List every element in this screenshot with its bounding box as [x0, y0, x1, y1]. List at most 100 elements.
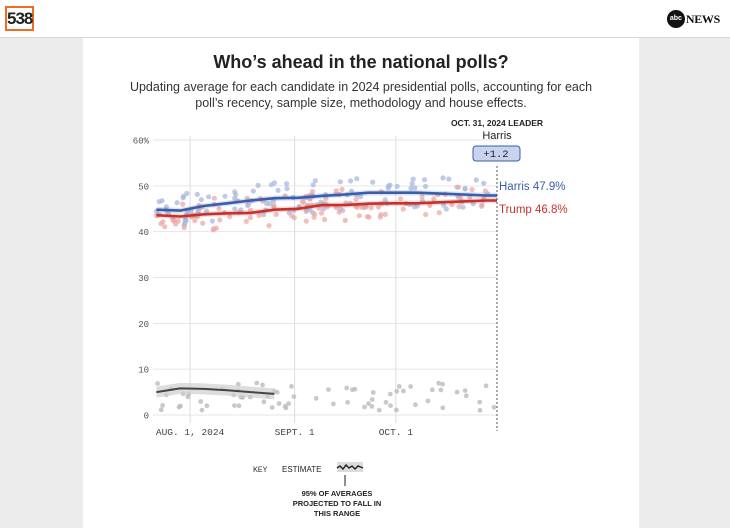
- poll-dot: [422, 183, 429, 189]
- poll-dot: [256, 212, 262, 218]
- other-poll-dot: [291, 394, 297, 399]
- poll-dot: [284, 186, 290, 192]
- poll-dot: [181, 225, 187, 231]
- other-poll-dot: [286, 401, 291, 406]
- chart-card: Who’s ahead in the national polls? Updat…: [83, 38, 639, 528]
- poll-dot: [348, 188, 355, 194]
- poll-dot: [173, 221, 179, 227]
- poll-dot: [206, 194, 212, 200]
- other-poll-dot: [394, 407, 399, 413]
- other-poll-dot: [413, 402, 418, 408]
- poll-dot: [321, 206, 327, 212]
- poll-dot: [266, 223, 272, 229]
- top-bar: 538 abc NEWS: [0, 0, 730, 38]
- other-poll-dot: [232, 403, 237, 408]
- key-range-line-2: PROJECTED TO FALL IN: [293, 499, 381, 508]
- other-poll-dot: [158, 407, 164, 413]
- poll-dot: [333, 188, 339, 194]
- poll-dot: [356, 213, 362, 219]
- poll-dot: [289, 213, 295, 219]
- other-poll-dot: [477, 399, 483, 405]
- poll-dot: [312, 178, 318, 184]
- poll-dot: [310, 182, 316, 188]
- other-poll-dot: [274, 389, 280, 395]
- poll-dot: [250, 188, 256, 194]
- poll-dot: [232, 195, 238, 201]
- poll-dot: [441, 202, 447, 208]
- poll-dot: [200, 220, 206, 226]
- poll-dot: [431, 196, 437, 202]
- other-poll-dot: [440, 381, 445, 387]
- x-tick-label: SEPT. 1: [275, 427, 315, 438]
- poll-dot: [184, 190, 190, 197]
- poll-dot: [337, 179, 343, 185]
- other-poll-dot: [254, 380, 260, 386]
- other-poll-dot: [198, 399, 204, 404]
- other-poll-dot: [155, 381, 160, 386]
- other-poll-dot: [199, 407, 205, 413]
- poll-dot: [203, 208, 210, 214]
- other-poll-dot: [313, 395, 319, 401]
- poll-dot: [414, 203, 420, 209]
- other-poll-dot: [176, 404, 182, 410]
- poll-dot: [217, 217, 223, 223]
- other-poll-dot: [438, 387, 444, 393]
- other-poll-dot: [425, 398, 431, 404]
- other-poll-dot: [362, 404, 367, 410]
- poll-dot: [409, 181, 415, 187]
- other-poll-dot: [396, 384, 402, 389]
- poll-dot: [158, 221, 164, 227]
- poll-dot: [342, 217, 348, 223]
- poll-dot: [353, 196, 359, 202]
- key-estimate-line: [336, 463, 364, 471]
- other-poll-dot: [394, 388, 400, 394]
- poll-dot: [423, 211, 429, 218]
- poll-dot: [385, 183, 392, 189]
- other-poll-dot: [370, 390, 376, 395]
- other-poll-dot: [408, 384, 413, 389]
- poll-dot: [473, 177, 479, 183]
- other-poll-dot: [236, 403, 242, 409]
- other-poll-dot: [282, 403, 288, 409]
- other-poll-dot: [344, 385, 350, 391]
- leader-name: Harris: [482, 130, 512, 142]
- poll-dot: [479, 203, 485, 209]
- poll-dot: [247, 207, 254, 213]
- poll-dot: [216, 206, 222, 212]
- other-poll-dot: [204, 403, 210, 409]
- poll-dot: [261, 212, 267, 218]
- trump-trend-line: [156, 199, 497, 218]
- chart-subtitle: Updating average for each candidate in 2…: [129, 80, 593, 110]
- abc-logo-icon: abc: [666, 10, 685, 28]
- harris-end-label: Harris 47.9%: [499, 181, 565, 193]
- poll-dot: [436, 210, 442, 216]
- poll-dot: [210, 227, 216, 233]
- poll-dot: [303, 218, 309, 224]
- other-poll-dot: [440, 405, 446, 411]
- y-tick-label: 10: [138, 366, 149, 376]
- poll-dot: [159, 198, 165, 204]
- other-poll-dot: [331, 401, 336, 407]
- poll-dot: [364, 214, 370, 220]
- poll-dot: [440, 175, 446, 181]
- poll-dot: [209, 218, 215, 224]
- y-tick-label: 60%: [133, 137, 150, 147]
- poll-dot: [427, 202, 433, 209]
- poll-dot: [354, 176, 360, 182]
- poll-dot: [275, 187, 281, 193]
- poll-dot: [267, 201, 273, 207]
- poll-dot: [309, 188, 316, 195]
- poll-dot: [222, 193, 228, 199]
- abc-news-logo[interactable]: abc NEWS: [666, 10, 720, 28]
- fivethirtyeight-logo[interactable]: 538: [5, 6, 34, 31]
- poll-dot: [211, 195, 217, 201]
- poll-dot: [394, 183, 400, 189]
- poll-dot: [312, 211, 318, 217]
- key-range-line-1: 95% OF AVERAGES: [302, 489, 373, 498]
- poll-dot: [357, 194, 364, 200]
- key-range-line-3: THIS RANGE: [314, 509, 360, 518]
- y-tick-label: 50: [138, 182, 149, 192]
- other-poll-dot: [350, 387, 355, 393]
- other-poll-dot: [454, 389, 460, 395]
- poll-dot: [348, 178, 354, 184]
